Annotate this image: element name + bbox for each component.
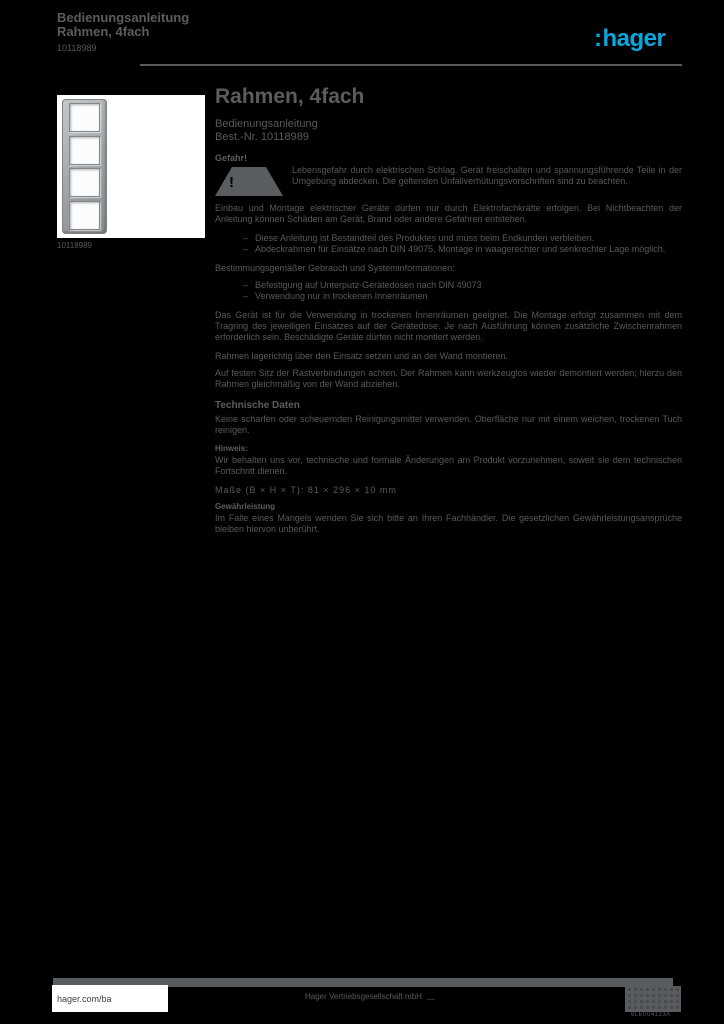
frame-window [69, 168, 100, 198]
mount-line: Rahmen lagerichtig über den Einsatz setz… [215, 351, 508, 362]
cleaning-paragraph: Keine scharfen oder scheuernden Reinigun… [215, 414, 682, 436]
main-content: Rahmen, 4fach Bedienungsanleitung Best.-… [215, 85, 682, 543]
product-image [57, 95, 205, 238]
doc-title-line2: Rahmen, 4fach [57, 24, 150, 40]
header-doc-info: Bedienungsanleitung Rahmen, 4fach 101189… [57, 10, 190, 53]
dimensions-row: Maße (B × H × T): 81 × 296 × 10 mm [215, 485, 397, 496]
logo-colon-mark: : [594, 25, 602, 52]
page-title: Rahmen, 4fach [215, 85, 365, 108]
warranty-label: Gewährleistung [215, 502, 276, 512]
frame-4gang-illustration [62, 99, 107, 234]
footer-site-link[interactable]: hager.com/ba [52, 985, 168, 1012]
footer-doc-code: 6LE004123A [631, 1012, 671, 1018]
list-item: Abdeckrahmen für Einsätze nach DIN 49075… [215, 244, 682, 255]
tech-data-heading: Technische Daten [215, 400, 300, 412]
demount-paragraph: Auf festen Sitz der Rastverbindungen ach… [215, 368, 682, 390]
footer-company: Hager Vertriebsgesellschaft mbH [305, 992, 422, 1001]
mounting-paragraph: Das Gerät ist für die Verwendung in troc… [215, 310, 682, 343]
subtitle-line1: Bedienungsanleitung [215, 118, 318, 131]
danger-label: Gefahr! [215, 153, 248, 164]
doc-reference: 10118989 [57, 42, 97, 53]
footer-bar [53, 978, 673, 987]
frame-window [69, 201, 100, 231]
list-item: Verwendung nur in trockenen Innenräumen [215, 291, 682, 302]
product-image-caption: 10118989 [57, 241, 92, 250]
frame-window [69, 102, 100, 132]
frame-window [69, 135, 100, 165]
general-list: Diese Anleitung ist Bestandteil des Prod… [215, 233, 682, 255]
warranty-paragraph: Im Falle eines Mangels wenden Sie sich b… [215, 513, 682, 535]
qr-code [625, 986, 681, 1012]
hager-logo[interactable]: :hager [594, 25, 666, 52]
subtitle: Bedienungsanleitung Best.-Nr. 10118989 [215, 118, 682, 144]
danger-block: Lebensgefahr durch elektrischen Schlag. … [215, 165, 682, 197]
logo-wordmark: hager [602, 25, 666, 52]
changes-paragraph: Wir behalten uns vor, technische und for… [215, 455, 682, 477]
warning-triangle-icon [215, 167, 283, 197]
footer-page-marker: — [427, 995, 435, 1004]
intended-use-line: Bestimmungsgemäßer Gebrauch und Systemin… [215, 263, 455, 274]
list-item: Befestigung auf Unterputz-Gerätedosen na… [215, 280, 682, 291]
danger-text: Lebensgefahr durch elektrischen Schlag. … [292, 165, 682, 187]
doc-title-line1: Bedienungsanleitung [57, 10, 190, 25]
header-divider [140, 64, 682, 66]
note-label: Hinweis: [215, 444, 248, 454]
use-list: Befestigung auf Unterputz-Gerätedosen na… [215, 280, 682, 302]
list-item: Diese Anleitung ist Bestandteil des Prod… [215, 233, 682, 244]
subtitle-line2: Best.-Nr. 10118989 [215, 131, 309, 144]
install-paragraph: Einbau und Montage elektrischer Geräte d… [215, 203, 682, 225]
